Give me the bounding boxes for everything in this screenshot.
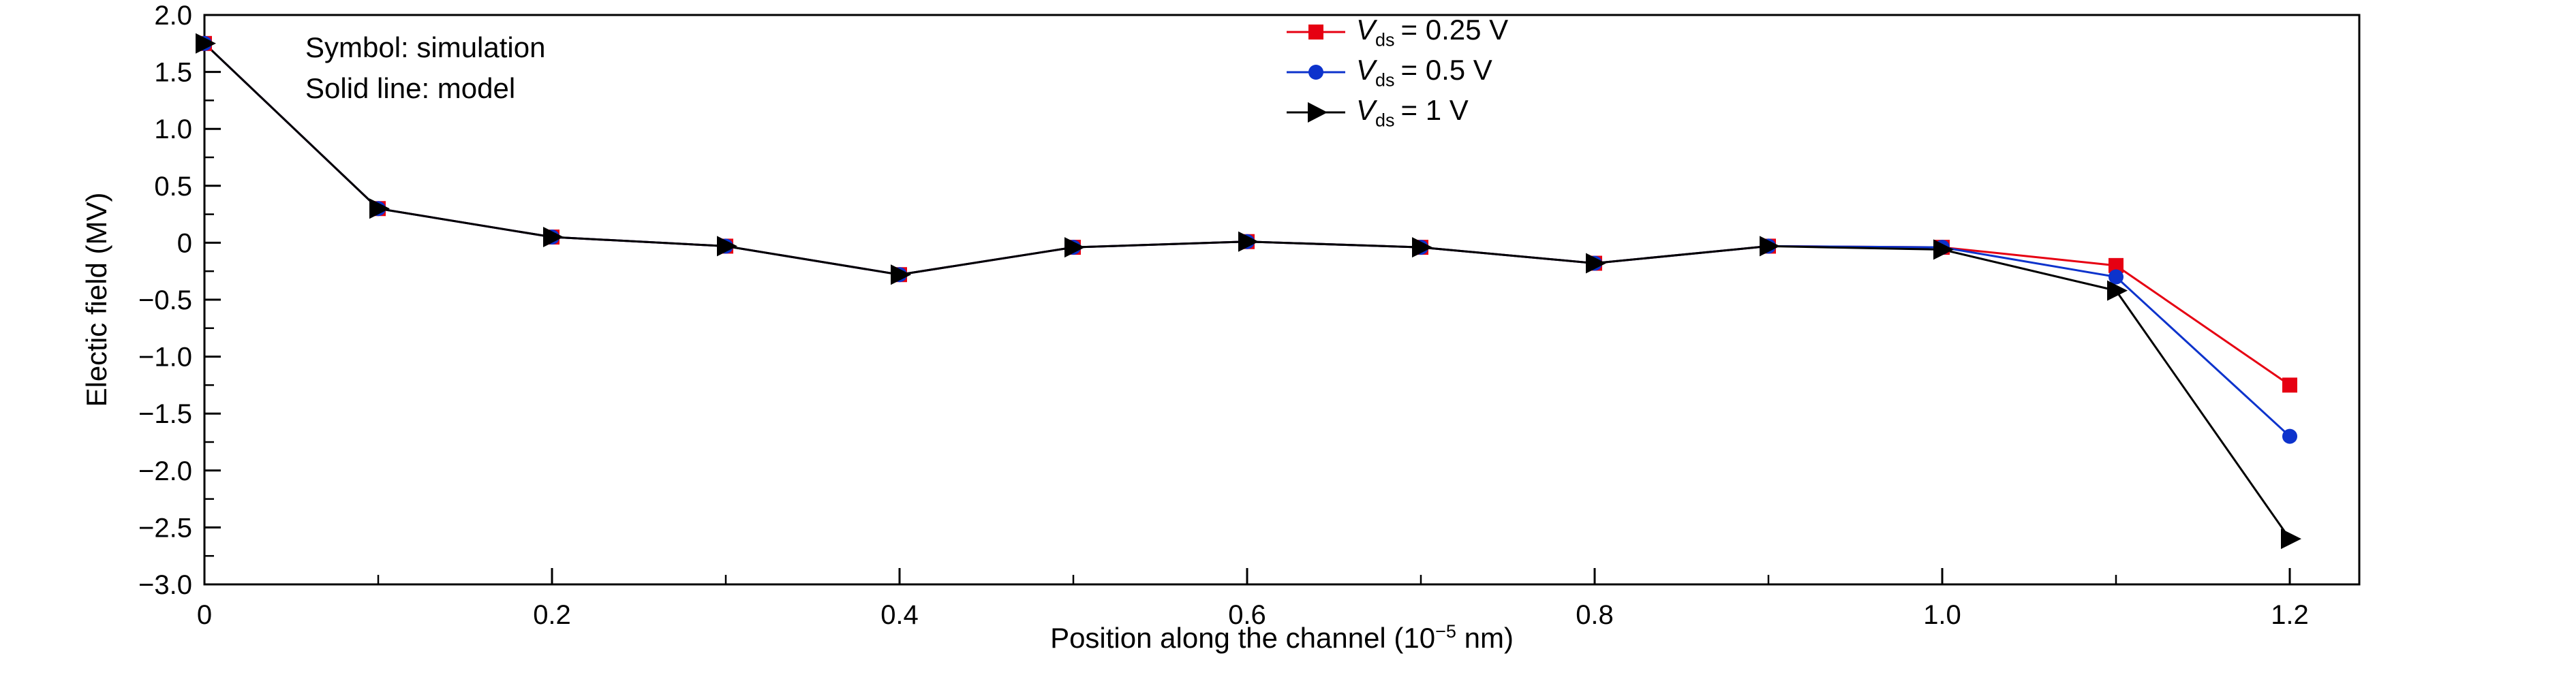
y-tick-label: −1.0	[138, 343, 192, 373]
y-tick-label: −3.0	[138, 570, 192, 600]
legend-eq: = 0.25 V	[1400, 13, 1509, 46]
legend-sample-blue	[1287, 65, 1345, 80]
y-tick-label: 0	[177, 228, 192, 258]
legend-eq: = 0.5 V	[1400, 53, 1492, 86]
x-tick-label: 0	[197, 600, 212, 630]
x-axis: 0 0.2 0.4 0.6 0.8 1.0 1.2	[197, 568, 2309, 630]
square-marker-icon	[1308, 25, 1323, 40]
legend-sub: ds	[1375, 69, 1395, 91]
legend-item-vds-1: Vds = 1 V	[1285, 94, 1508, 130]
legend-var: V	[1356, 93, 1376, 126]
legend-sample-black	[1287, 102, 1345, 123]
plot-border	[203, 14, 2361, 586]
x-tick-label: 1.2	[2271, 600, 2309, 630]
y-axis: 2.0 1.5 1.0 0.5 0 −0.5 −1.0 −1.5 −2.0 −2.5 −3.0	[138, 1, 221, 600]
y-tick-label: 0.5	[154, 172, 192, 202]
legend-item-vds-0-5: Vds = 0.5 V	[1285, 54, 1508, 90]
legend-sub: ds	[1375, 110, 1395, 131]
x-axis-title-text: Position along the channel (10	[1050, 622, 1436, 654]
x-tick-label: 1.0	[1923, 600, 1961, 630]
legend-label-vds-1: Vds = 1 V	[1356, 94, 1469, 131]
legend-label-vds-0-25: Vds = 0.25 V	[1356, 14, 1508, 50]
y-tick-label: −0.5	[138, 285, 192, 315]
legend-item-vds-0-25: Vds = 0.25 V	[1285, 14, 1508, 50]
y-axis-title: Electic field (MV)	[80, 192, 112, 407]
annotation-solid-line-model: Solid line: model	[305, 72, 516, 104]
series-markers-triangle-right	[196, 33, 2301, 550]
legend-var: V	[1356, 53, 1376, 86]
x-tick-label: 0.8	[1576, 600, 1614, 630]
y-tick-label: −2.0	[138, 456, 192, 486]
circle-marker-icon	[1308, 65, 1323, 80]
annotation-symbol-simulation: Symbol: simulation	[305, 31, 546, 63]
legend-sample-red	[1287, 25, 1345, 40]
y-tick-label: −2.5	[138, 513, 192, 543]
y-tick-label: 1.5	[154, 58, 192, 88]
legend-sub: ds	[1375, 29, 1395, 50]
x-axis-title-unit: nm)	[1456, 622, 1514, 654]
y-tick-label: 2.0	[154, 1, 192, 31]
x-axis-title: Position along the channel (10−5 nm)	[1050, 621, 1514, 655]
legend-label-vds-0-5: Vds = 0.5 V	[1356, 54, 1492, 91]
x-tick-label: 0.2	[533, 600, 571, 630]
y-tick-label: −1.5	[138, 399, 192, 429]
y-tick-label: 1.0	[154, 114, 192, 144]
legend-var: V	[1356, 13, 1376, 46]
x-axis-title-exponent: −5	[1435, 621, 1456, 642]
annotation-block: Symbol: simulation Solid line: model	[305, 27, 545, 109]
x-tick-label: 0.4	[880, 600, 919, 630]
legend: Vds = 0.25 V Vds = 0.5 V Vds = 1 V	[1285, 14, 1508, 130]
legend-eq: = 1 V	[1400, 93, 1469, 126]
x-tick-label: 0.6	[1228, 600, 1266, 630]
triangle-right-marker-icon	[1308, 102, 1328, 123]
